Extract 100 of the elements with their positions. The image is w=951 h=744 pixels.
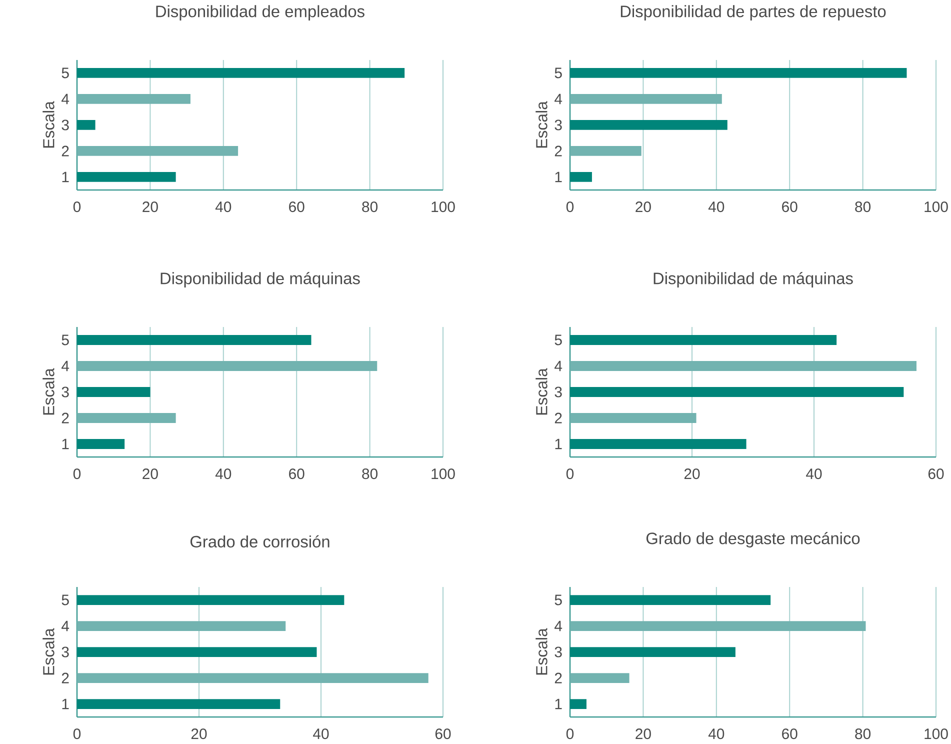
y-tick-label: 2: [554, 412, 562, 424]
bar: [77, 647, 317, 657]
x-tick-label: 100: [924, 728, 948, 740]
bar: [77, 68, 405, 78]
bar: [570, 699, 586, 709]
y-tick-label: 4: [62, 620, 70, 632]
y-tick-label: 1: [555, 172, 562, 182]
bar: [570, 120, 728, 130]
y-tick-label: 2: [62, 412, 69, 424]
x-tick-label: 40: [313, 728, 329, 740]
bar: [570, 647, 736, 657]
y-tick-label: 4: [62, 94, 70, 104]
bar: [77, 146, 238, 156]
bar: [570, 361, 916, 371]
y-axis-title: Escala: [536, 368, 548, 415]
chart-title: Disponibilidad de máquinas: [654, 272, 853, 288]
y-tick-label: 1: [62, 172, 69, 182]
y-tick-label: 3: [554, 386, 562, 398]
bar: [570, 172, 592, 182]
y-tick-label: 5: [62, 334, 69, 346]
x-tick-label: 0: [73, 468, 81, 480]
chart-title: Disponibilidad de partes de repuesto: [620, 5, 886, 20]
x-tick-label: 20: [191, 728, 207, 740]
x-tick-label: 20: [636, 202, 651, 212]
chart-title: Grado de corrosión: [190, 535, 330, 548]
y-tick-label: 4: [62, 360, 70, 372]
x-tick-label: 0: [73, 202, 81, 212]
bar: [77, 335, 312, 345]
y-tick-label: 3: [62, 646, 69, 658]
y-axis-title: Escala: [42, 101, 54, 148]
bar: [570, 146, 642, 156]
y-axis-title: Escala: [42, 368, 54, 415]
x-tick-label: 0: [566, 468, 574, 480]
x-tick-label: 40: [215, 202, 232, 212]
y-tick-label: 3: [62, 386, 69, 398]
x-tick-label: 60: [289, 468, 304, 480]
bar: [77, 387, 150, 397]
bar: [77, 413, 176, 423]
y-axis-title: Escala: [42, 628, 54, 675]
bar: [570, 673, 630, 683]
y-tick-label: 1: [555, 438, 562, 450]
x-tick-label: 100: [924, 202, 948, 212]
x-tick-label: 40: [708, 728, 724, 740]
y-tick-label: 1: [555, 698, 562, 710]
x-tick-label: 40: [708, 202, 724, 212]
x-tick-label: 0: [73, 728, 81, 740]
chart-title: Disponibilidad de empleados: [156, 5, 364, 20]
x-tick-label: 40: [215, 468, 232, 480]
chart-title: Grado de desgaste mecánico: [646, 532, 860, 548]
bar: [77, 699, 280, 709]
y-tick-label: 2: [554, 146, 562, 156]
y-tick-label: 2: [62, 146, 69, 156]
y-tick-label: 5: [554, 68, 562, 78]
bar: [570, 387, 904, 397]
x-tick-label: 80: [855, 728, 871, 740]
y-tick-label: 5: [62, 68, 69, 78]
y-tick-label: 4: [554, 94, 562, 104]
bar: [77, 94, 190, 104]
x-tick-label: 60: [782, 202, 798, 212]
y-tick-label: 2: [62, 672, 69, 684]
bar: [570, 621, 866, 631]
bar: [77, 439, 125, 449]
bar: [570, 595, 771, 605]
bar: [570, 68, 907, 78]
y-tick-label: 1: [62, 698, 69, 710]
x-tick-label: 100: [432, 202, 455, 212]
x-tick-label: 20: [684, 468, 700, 480]
bar: [77, 172, 176, 182]
bar: [77, 621, 286, 631]
x-tick-label: 20: [142, 202, 158, 212]
x-tick-label: 0: [566, 202, 574, 212]
y-tick-label: 5: [554, 594, 562, 606]
bar: [77, 595, 344, 605]
x-tick-label: 20: [636, 728, 651, 740]
y-axis-title: Escala: [536, 628, 548, 675]
bar: [77, 673, 428, 683]
bar: [570, 413, 696, 423]
x-tick-label: 40: [806, 468, 822, 480]
y-tick-label: 3: [554, 120, 562, 130]
y-tick-label: 1: [62, 438, 69, 450]
x-tick-label: 60: [782, 728, 798, 740]
bar: [77, 120, 96, 130]
x-tick-label: 80: [362, 468, 378, 480]
x-tick-label: 60: [928, 468, 944, 480]
y-tick-label: 4: [554, 620, 562, 632]
y-tick-label: 2: [554, 672, 562, 684]
x-tick-label: 80: [855, 202, 871, 212]
bar: [77, 361, 378, 371]
bar: [570, 94, 722, 104]
bar: [570, 439, 746, 449]
x-tick-label: 80: [362, 202, 378, 212]
chart-title: Disponibilidad de máquinas: [160, 272, 360, 288]
x-tick-label: 100: [432, 468, 455, 480]
x-tick-label: 0: [566, 728, 574, 740]
y-axis-title: Escala: [536, 101, 548, 148]
x-tick-label: 20: [142, 468, 158, 480]
x-tick-label: 60: [289, 202, 304, 212]
y-tick-label: 3: [554, 646, 562, 658]
y-tick-label: 4: [554, 360, 562, 372]
y-tick-label: 5: [62, 594, 69, 606]
